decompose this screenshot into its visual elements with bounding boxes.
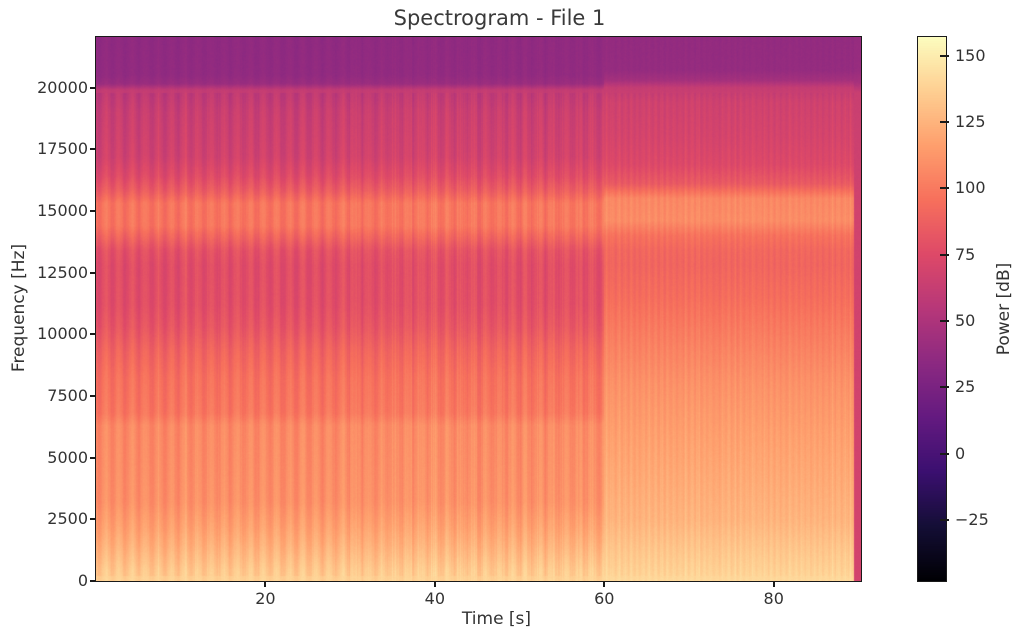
colorbar-tick-mark	[940, 253, 949, 256]
x-tick-mark	[433, 582, 436, 587]
colorbar-tick-label: 125	[955, 111, 986, 131]
x-tick-label: 20	[255, 589, 276, 608]
colorbar-tick-label: 100	[955, 178, 986, 198]
y-tick-label: 5000	[47, 447, 88, 467]
y-tick-mark	[90, 456, 96, 459]
y-tick-mark	[90, 394, 96, 397]
colorbar-tick-mark	[940, 319, 949, 322]
colorbar-tick-label: 150	[955, 45, 986, 65]
colorbar-tick-mark	[940, 518, 949, 521]
colorbar-tick-label: 75	[955, 244, 976, 264]
y-tick-mark	[90, 86, 96, 89]
y-tick-label: 12500	[37, 262, 88, 282]
y-tick-label: 20000	[37, 77, 88, 97]
y-tick-mark	[90, 271, 96, 274]
y-tick-label: 2500	[47, 509, 88, 529]
x-tick-label: 80	[763, 589, 784, 608]
x-tick-mark	[603, 582, 606, 587]
y-tick-mark	[90, 333, 96, 336]
colorbar-tick-label: 0	[955, 443, 966, 463]
chart-title: Spectrogram - File 1	[393, 6, 606, 30]
y-tick-label: 10000	[37, 324, 88, 344]
x-tick-mark	[772, 582, 775, 587]
colorbar-gradient	[918, 37, 946, 581]
colorbar-tick-mark	[940, 386, 949, 389]
x-tick-mark	[264, 582, 267, 587]
y-tick-label: 0	[77, 571, 88, 590]
colorbar-tick-mark	[940, 54, 949, 57]
y-tick-mark	[90, 209, 96, 212]
spectrogram-heatmap	[96, 37, 861, 581]
y-tick-mark	[90, 580, 96, 582]
x-tick-label: 40	[424, 589, 446, 608]
y-tick-label: 7500	[47, 385, 88, 405]
colorbar-tick-label: 25	[955, 377, 976, 397]
y-tick-mark	[90, 148, 96, 151]
colorbar-tick-mark	[940, 120, 949, 123]
colorbar-label: Power [dB]	[994, 262, 1014, 356]
y-tick-label: 15000	[37, 200, 88, 220]
colorbar-tick-label: 50	[955, 310, 976, 330]
y-tick-mark	[90, 518, 96, 521]
y-tick-label: 17500	[37, 139, 88, 159]
colorbar-tick-mark	[940, 452, 949, 455]
colorbar-tick-mark	[940, 187, 949, 190]
x-axis-label: Time [s]	[461, 609, 532, 629]
x-tick-label: 60	[594, 589, 615, 608]
colorbar-tick-label: −25	[955, 509, 989, 529]
